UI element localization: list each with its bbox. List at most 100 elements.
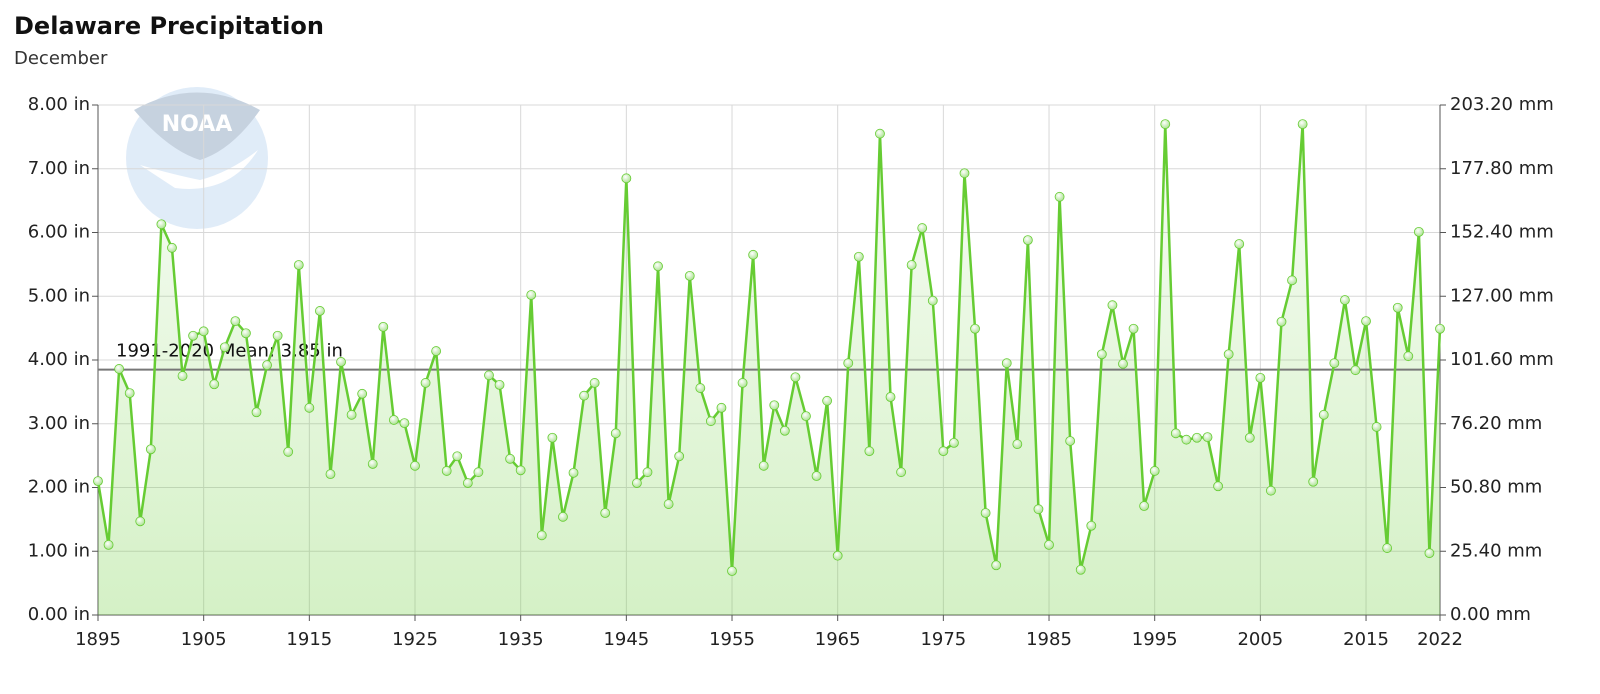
point: [526, 290, 537, 300]
point: [262, 360, 272, 371]
point: [716, 402, 727, 413]
point: [399, 418, 410, 429]
point: [663, 499, 674, 509]
point: [1012, 439, 1023, 450]
point: [1382, 543, 1393, 553]
point: [1086, 520, 1097, 531]
point: [801, 411, 811, 422]
point: [864, 446, 875, 457]
point: [1244, 432, 1255, 443]
x-tick-label: 1995: [1132, 629, 1178, 650]
point: [906, 260, 917, 270]
point: [875, 128, 885, 139]
point: [568, 467, 579, 478]
point: [346, 409, 357, 420]
point: [357, 388, 368, 399]
point: [1350, 365, 1361, 376]
y-tick-label: 0.00 in: [28, 604, 90, 625]
point: [885, 392, 896, 402]
y-tick-label: 5.00 in: [28, 285, 90, 306]
point: [674, 451, 685, 462]
point: [1424, 548, 1435, 559]
point: [589, 378, 600, 388]
y2-tick-label: 76.20 mm: [1450, 413, 1542, 434]
point: [304, 402, 315, 413]
point: [484, 370, 494, 381]
point: [822, 395, 833, 406]
point: [748, 249, 759, 260]
point: [600, 508, 611, 518]
point: [198, 326, 209, 337]
point: [737, 378, 748, 388]
point: [145, 444, 156, 455]
point: [1392, 302, 1403, 313]
point: [1435, 323, 1445, 334]
point: [431, 346, 442, 356]
point: [1001, 358, 1012, 369]
point: [124, 388, 135, 399]
point: [938, 446, 949, 457]
point: [790, 372, 801, 383]
point: [1170, 428, 1181, 439]
point: [811, 471, 822, 481]
logo-text: NOAA: [162, 112, 233, 137]
point: [769, 400, 780, 411]
point: [219, 342, 230, 353]
point: [1297, 119, 1308, 130]
point: [610, 428, 621, 439]
x-tick-label: 1905: [181, 629, 227, 650]
point: [1223, 349, 1234, 360]
point: [515, 465, 526, 476]
point: [167, 242, 177, 253]
y2-tick-label: 101.60 mm: [1450, 349, 1554, 370]
x-tick-label: 1915: [286, 629, 332, 650]
point: [970, 323, 980, 334]
point: [1022, 235, 1033, 246]
point: [462, 478, 473, 488]
point: [1276, 316, 1287, 327]
point: [727, 566, 737, 576]
point: [896, 467, 906, 478]
point: [336, 357, 346, 367]
point: [1192, 432, 1202, 443]
point: [1308, 476, 1319, 487]
point: [1266, 485, 1276, 496]
point: [1202, 432, 1213, 443]
point: [642, 467, 653, 478]
y2-tick-label: 25.40 mm: [1450, 540, 1542, 561]
point: [230, 316, 241, 327]
point: [410, 460, 420, 471]
y-tick-label: 1.00 in: [28, 540, 90, 561]
x-tick-label: 1945: [603, 629, 649, 650]
point: [959, 168, 970, 179]
point: [156, 219, 167, 230]
point: [684, 270, 695, 281]
point: [1287, 275, 1297, 286]
point: [473, 467, 484, 478]
x-tick-label: 1935: [498, 629, 544, 650]
point: [927, 295, 938, 306]
point: [1128, 323, 1139, 334]
point: [1107, 300, 1118, 311]
point: [949, 437, 959, 448]
point: [1413, 226, 1424, 237]
chart-subtitle: December: [14, 48, 108, 69]
y2-tick-label: 177.80 mm: [1450, 158, 1554, 179]
point: [209, 379, 220, 390]
x-tick-label: 2022: [1417, 629, 1463, 650]
point: [917, 223, 928, 233]
point: [705, 416, 716, 427]
point: [293, 260, 304, 270]
point: [1329, 358, 1340, 369]
point: [980, 508, 991, 518]
x-tick-label: 1985: [1026, 629, 1072, 650]
point: [494, 379, 505, 390]
y2-tick-label: 50.80 mm: [1450, 477, 1542, 498]
point: [1403, 351, 1414, 362]
point: [378, 321, 389, 332]
y-tick-label: 6.00 in: [28, 222, 90, 243]
y-tick-label: 4.00 in: [28, 349, 90, 370]
point: [853, 251, 864, 262]
point: [315, 306, 325, 316]
point: [1065, 436, 1076, 446]
